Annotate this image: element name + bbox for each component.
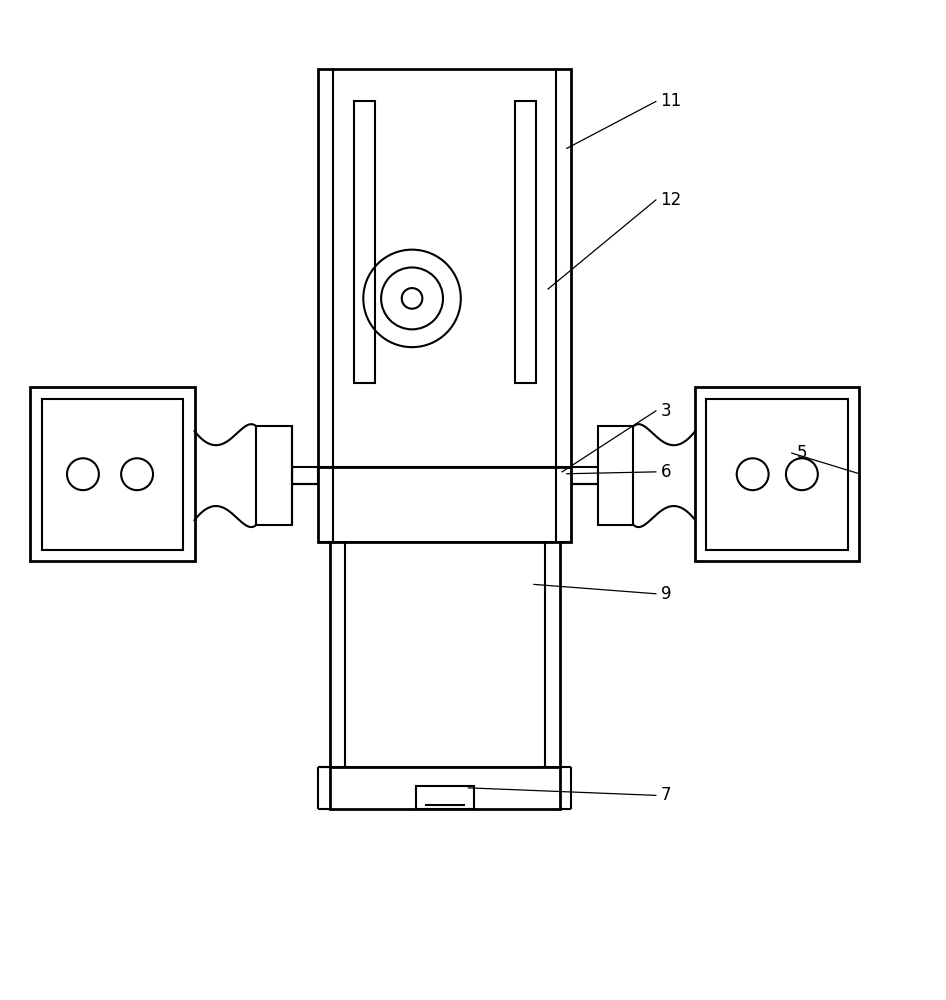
Bar <box>318 69 571 467</box>
Bar <box>329 542 560 767</box>
Bar <box>329 767 560 809</box>
Text: 9: 9 <box>660 585 671 603</box>
Bar <box>516 101 535 383</box>
Bar <box>292 467 318 484</box>
Bar <box>695 387 859 561</box>
Bar <box>42 399 184 550</box>
Text: 5: 5 <box>797 444 807 462</box>
Bar <box>318 467 571 542</box>
Text: 7: 7 <box>660 786 671 804</box>
Text: 11: 11 <box>660 92 682 110</box>
Text: 3: 3 <box>660 402 671 420</box>
Text: 6: 6 <box>660 463 671 481</box>
Bar <box>707 399 848 550</box>
Bar <box>256 426 292 525</box>
Bar <box>571 467 598 484</box>
Bar <box>598 426 633 525</box>
Bar <box>354 101 375 383</box>
Text: 12: 12 <box>660 191 682 209</box>
Bar <box>416 786 474 809</box>
Bar <box>30 387 195 561</box>
